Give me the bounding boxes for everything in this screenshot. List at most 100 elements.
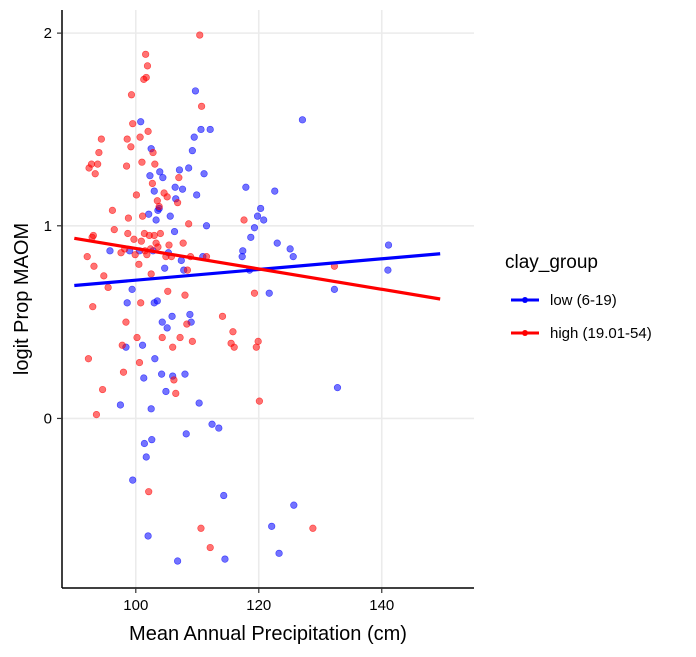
data-point-series-2: [158, 333, 166, 342]
data-point-series-2: [91, 170, 99, 178]
data-point-series-1: [193, 191, 201, 199]
data-point-series-2: [132, 191, 141, 199]
data-point-series-2: [175, 174, 183, 182]
data-point-series-1: [182, 430, 190, 438]
data-point-series-1: [239, 247, 247, 255]
data-point-series-1: [273, 239, 281, 247]
data-points: [83, 31, 393, 565]
data-point-series-1: [123, 299, 131, 307]
data-point-series-2: [124, 229, 132, 238]
data-point-series-1: [275, 549, 283, 557]
data-point-series-2: [254, 337, 262, 345]
data-point-series-2: [229, 328, 237, 336]
data-point-series-1: [147, 405, 155, 413]
data-point-series-1: [265, 289, 273, 297]
data-point-series-2: [255, 397, 263, 405]
data-point-series-1: [190, 133, 198, 141]
data-point-series-2: [156, 229, 164, 238]
data-point-series-2: [197, 524, 205, 532]
data-point-series-2: [174, 199, 182, 207]
data-point-series-1: [159, 174, 167, 182]
data-point-series-2: [183, 266, 192, 274]
data-point-series-2: [136, 133, 144, 141]
data-point-series-2: [95, 148, 103, 157]
data-point-series-1: [153, 297, 161, 305]
data-point-series-2: [151, 160, 159, 168]
data-point-series-2: [100, 272, 108, 280]
data-point-series-1: [260, 216, 268, 224]
gridlines: [62, 10, 474, 588]
data-point-series-2: [164, 287, 172, 295]
data-point-series-1: [158, 318, 166, 326]
data-point-series-2: [90, 262, 98, 270]
data-point-series-1: [268, 522, 276, 530]
data-point-series-1: [298, 116, 307, 124]
data-point-series-2: [97, 135, 105, 143]
data-point-series-2: [218, 312, 227, 320]
data-point-series-2: [250, 289, 259, 297]
data-point-series-1: [186, 310, 194, 319]
data-point-series-2: [122, 162, 131, 170]
data-point-series-1: [163, 324, 171, 332]
data-point-series-1: [221, 555, 229, 563]
data-point-series-1: [242, 183, 250, 191]
data-point-series-1: [250, 224, 259, 232]
data-point-series-2: [230, 343, 238, 351]
data-point-series-1: [146, 172, 154, 180]
data-point-series-1: [289, 253, 297, 261]
data-point-series-2: [148, 179, 156, 187]
x-axis-title: Mean Annual Precipitation (cm): [129, 623, 407, 645]
data-point-series-2: [183, 320, 191, 328]
axes: [61, 10, 474, 589]
data-point-series-2: [240, 216, 248, 224]
data-point-series-1: [208, 420, 216, 428]
data-point-series-1: [170, 227, 179, 236]
data-point-series-2: [98, 385, 107, 394]
data-point-series-1: [330, 285, 339, 293]
data-point-series-2: [127, 91, 136, 99]
data-point-series-2: [143, 251, 151, 259]
data-point-series-2: [181, 291, 189, 299]
data-point-series-1: [152, 216, 160, 224]
data-point-series-1: [140, 374, 148, 382]
data-point-series-2: [137, 237, 145, 245]
data-point-series-1: [195, 399, 203, 407]
data-point-series-2: [145, 488, 153, 496]
data-point-series-1: [286, 245, 294, 253]
trend-line-series-2: [74, 236, 441, 301]
data-point-series-1: [271, 187, 279, 195]
data-point-series-2: [138, 212, 147, 220]
data-point-series-2: [144, 127, 152, 135]
data-point-series-2: [163, 193, 171, 201]
data-point-series-2: [179, 239, 187, 247]
data-point-series-1: [185, 164, 193, 172]
data-point-series-1: [202, 222, 211, 230]
data-point-series-2: [154, 243, 162, 251]
data-point-series-1: [220, 491, 228, 500]
legend-label: low (6-19): [550, 292, 617, 309]
data-point-series-2: [118, 341, 126, 349]
data-point-series-1: [215, 424, 223, 432]
data-point-series-1: [177, 256, 185, 265]
data-point-series-2: [206, 543, 214, 552]
data-point-series-1: [150, 187, 158, 195]
data-point-series-1: [191, 87, 200, 95]
data-point-series-1: [384, 266, 392, 274]
data-point-series-1: [151, 355, 159, 363]
data-point-series-1: [148, 436, 156, 444]
data-point-series-1: [145, 210, 153, 218]
data-point-series-1: [174, 557, 182, 565]
data-point-series-2: [130, 235, 138, 243]
data-point-series-2: [138, 158, 146, 166]
data-point-series-1: [137, 118, 145, 126]
data-point-series-1: [206, 125, 214, 134]
data-point-series-2: [135, 260, 143, 268]
data-point-series-1: [106, 247, 114, 255]
data-point-series-1: [156, 168, 164, 176]
data-point-series-2: [149, 148, 157, 157]
data-point-series-2: [127, 143, 135, 151]
data-point-series-2: [122, 318, 130, 326]
data-point-series-2: [83, 253, 91, 261]
